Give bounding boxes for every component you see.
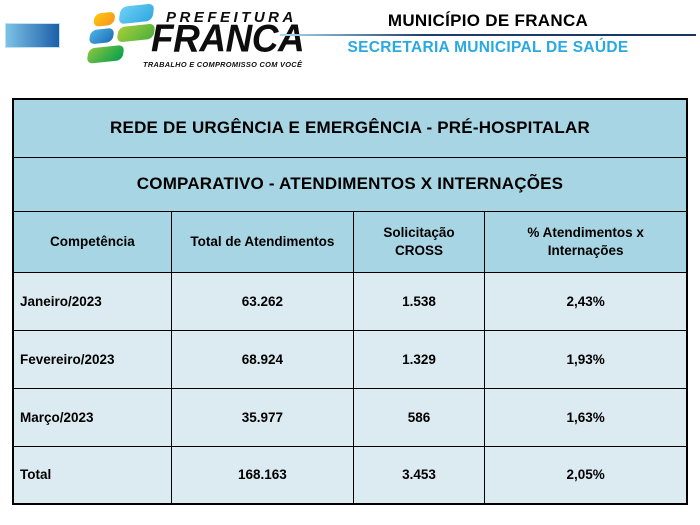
table-title-row-2: COMPARATIVO - ATENDIMENTOS X INTERNAÇÕES <box>12 156 688 212</box>
table-row: Fevereiro/2023 68.924 1.329 1,93% <box>12 329 688 389</box>
cell-percentual: 1,93% <box>484 329 688 389</box>
table-title-2: COMPARATIVO - ATENDIMENTOS X INTERNAÇÕES <box>12 156 688 212</box>
table-row: Janeiro/2023 63.262 1.538 2,43% <box>12 271 688 331</box>
flag-green-tail-swoosh <box>86 44 125 64</box>
flag-green-swoosh <box>116 23 156 43</box>
table-total-row: Total 168.163 3.453 2,05% <box>12 445 688 505</box>
cell-cross: 586 <box>352 387 486 447</box>
cell-competencia: Janeiro/2023 <box>12 271 172 331</box>
cell-competencia: Fevereiro/2023 <box>12 329 172 389</box>
logo-tagline-text: TRABALHO E COMPROMISSO COM VOCÊ <box>143 60 303 69</box>
table-row: Março/2023 35.977 586 1,63% <box>12 387 688 447</box>
cell-atendimentos: 68.924 <box>170 329 354 389</box>
cell-percentual: 1,63% <box>484 387 688 447</box>
cell-cross: 3.453 <box>352 445 486 505</box>
blue-gradient-bar <box>5 23 60 48</box>
flag-lightblue-swoosh <box>118 3 155 25</box>
column-header-atendimentos: Total de Atendimentos <box>170 210 354 273</box>
cell-percentual: 2,05% <box>484 445 688 505</box>
cell-cross: 1.538 <box>352 271 486 331</box>
column-header-percentual: % Atendimentos x Internações <box>484 210 688 273</box>
column-header-cross: Solicitação CROSS <box>352 210 486 273</box>
column-header-row: Competência Total de Atendimentos Solici… <box>12 210 688 273</box>
flag-blue-swoosh <box>88 27 115 45</box>
cell-cross: 1.329 <box>352 329 486 389</box>
header-rule <box>280 34 696 36</box>
column-header-competencia: Competência <box>12 210 172 273</box>
cell-atendimentos: 35.977 <box>170 387 354 447</box>
municipality-title: MUNICÍPIO DE FRANCA <box>387 11 589 30</box>
table-title-row-1: REDE DE URGÊNCIA E EMERGÊNCIA - PRÉ-HOSP… <box>12 98 688 158</box>
letterhead-right: MUNICÍPIO DE FRANCA SECRETARIA MUNICIPAL… <box>280 11 696 57</box>
cell-atendimentos: 168.163 <box>170 445 354 505</box>
cell-percentual: 2,43% <box>484 271 688 331</box>
flag-orange-swoosh <box>92 11 116 27</box>
comparative-table: REDE DE URGÊNCIA E EMERGÊNCIA - PRÉ-HOSP… <box>12 98 688 505</box>
logo-franca-text: FRANCA <box>151 17 305 60</box>
department-title: SECRETARIA MUNICIPAL DE SAÚDE <box>347 39 629 56</box>
cell-atendimentos: 63.262 <box>170 271 354 331</box>
cell-competencia: Março/2023 <box>12 387 172 447</box>
cell-competencia: Total <box>12 445 172 505</box>
logo-prefeitura-text: PREFEITURA <box>166 9 297 26</box>
table-title-1: REDE DE URGÊNCIA E EMERGÊNCIA - PRÉ-HOSP… <box>12 98 688 158</box>
